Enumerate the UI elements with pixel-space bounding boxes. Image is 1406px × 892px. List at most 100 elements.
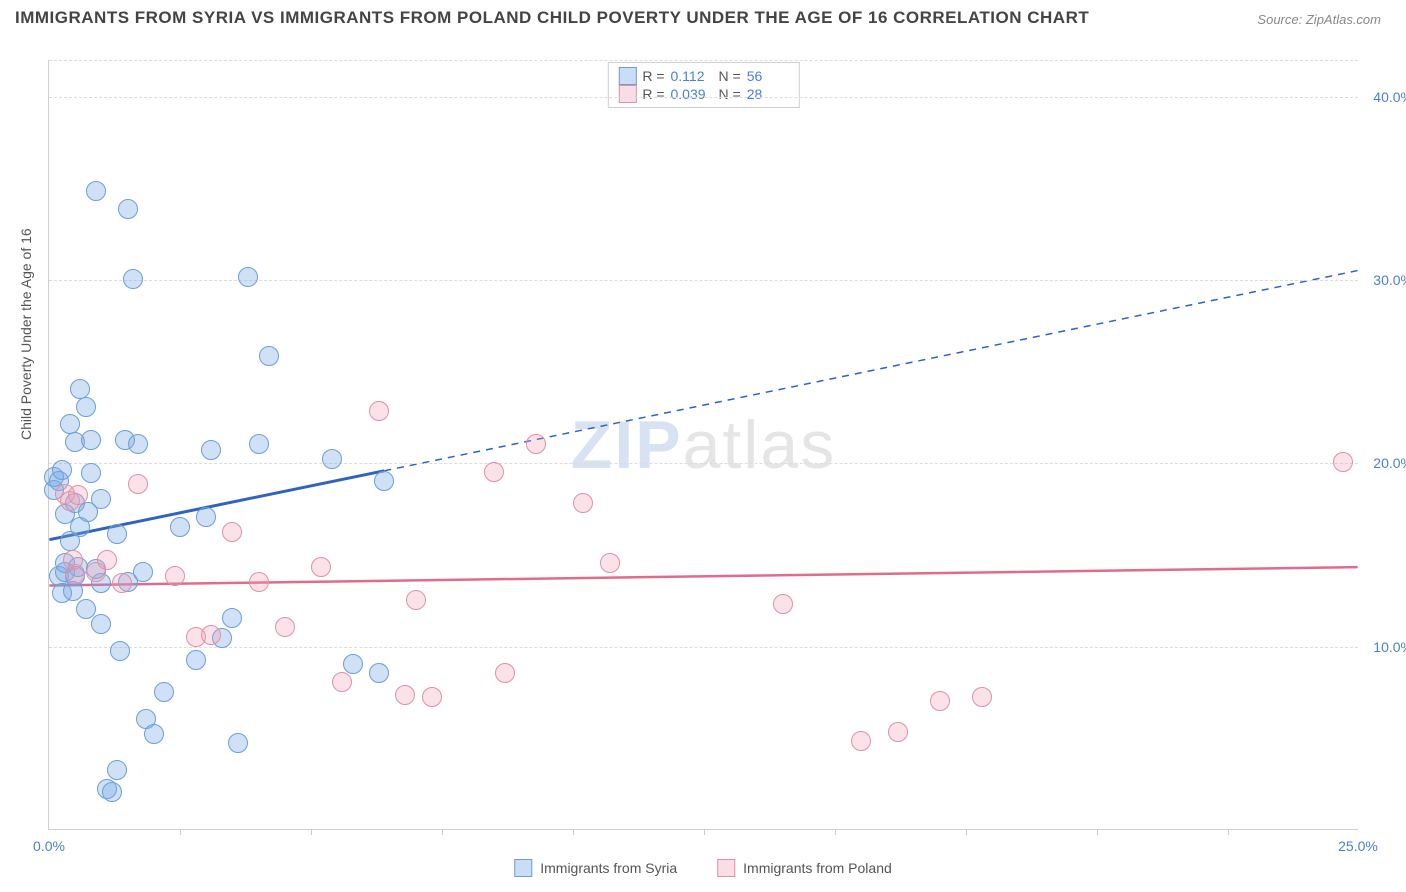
watermark-prefix: ZIP bbox=[571, 407, 683, 483]
syria-swatch-icon bbox=[618, 67, 636, 85]
plot-area: ZIPatlas R = 0.112 N = 56 R = 0.039 N = … bbox=[48, 60, 1358, 830]
y-axis-title: Child Poverty Under the Age of 16 bbox=[18, 228, 34, 440]
series-legend: Immigrants from Syria Immigrants from Po… bbox=[514, 859, 892, 877]
correlation-legend: R = 0.112 N = 56 R = 0.039 N = 28 bbox=[607, 62, 799, 108]
r-label: R = bbox=[642, 86, 664, 102]
x-tick bbox=[442, 829, 443, 835]
poland-n-value: 28 bbox=[747, 86, 789, 102]
x-axis-max-label: 25.0% bbox=[1338, 838, 1378, 854]
syria-marker bbox=[123, 269, 143, 289]
syria-marker bbox=[154, 682, 174, 702]
x-tick bbox=[311, 829, 312, 835]
poland-marker bbox=[222, 522, 242, 542]
source-prefix: Source: bbox=[1257, 12, 1302, 27]
poland-marker bbox=[369, 401, 389, 421]
syria-marker bbox=[70, 379, 90, 399]
syria-n-value: 56 bbox=[747, 68, 789, 84]
trend-lines bbox=[49, 60, 1358, 829]
poland-marker bbox=[63, 550, 83, 570]
gridline bbox=[49, 97, 1358, 98]
x-tick bbox=[1228, 829, 1229, 835]
x-tick bbox=[704, 829, 705, 835]
legend-syria-label: Immigrants from Syria bbox=[540, 860, 677, 876]
syria-marker bbox=[86, 181, 106, 201]
poland-marker bbox=[97, 550, 117, 570]
syria-marker bbox=[107, 760, 127, 780]
syria-marker bbox=[238, 267, 258, 287]
poland-marker bbox=[395, 685, 415, 705]
poland-marker bbox=[165, 566, 185, 586]
syria-marker bbox=[81, 430, 101, 450]
x-tick bbox=[835, 829, 836, 835]
syria-marker bbox=[76, 397, 96, 417]
poland-marker bbox=[851, 731, 871, 751]
y-tick-label: 40.0% bbox=[1373, 89, 1406, 105]
x-axis-min-label: 0.0% bbox=[33, 838, 65, 854]
poland-marker bbox=[249, 572, 269, 592]
syria-marker bbox=[249, 434, 269, 454]
y-tick-label: 20.0% bbox=[1373, 455, 1406, 471]
poland-r-value: 0.039 bbox=[671, 86, 713, 102]
watermark-suffix: atlas bbox=[683, 407, 837, 483]
chart-title: IMMIGRANTS FROM SYRIA VS IMMIGRANTS FROM… bbox=[15, 8, 1089, 28]
gridline bbox=[49, 60, 1358, 61]
syria-marker bbox=[91, 489, 111, 509]
poland-marker bbox=[484, 462, 504, 482]
poland-marker bbox=[600, 553, 620, 573]
syria-marker bbox=[102, 782, 122, 802]
syria-swatch-icon bbox=[514, 859, 532, 877]
syria-marker bbox=[81, 463, 101, 483]
poland-marker bbox=[332, 672, 352, 692]
poland-marker bbox=[201, 625, 221, 645]
syria-marker bbox=[259, 346, 279, 366]
syria-marker bbox=[369, 663, 389, 683]
syria-marker bbox=[186, 650, 206, 670]
legend-item-poland: Immigrants from Poland bbox=[717, 859, 892, 877]
poland-marker bbox=[68, 485, 88, 505]
syria-marker bbox=[60, 414, 80, 434]
r-label: R = bbox=[642, 68, 664, 84]
y-tick-label: 10.0% bbox=[1373, 639, 1406, 655]
syria-marker bbox=[196, 507, 216, 527]
syria-r-value: 0.112 bbox=[671, 68, 713, 84]
poland-marker bbox=[972, 687, 992, 707]
correlation-legend-row-syria: R = 0.112 N = 56 bbox=[618, 67, 788, 85]
x-tick bbox=[573, 829, 574, 835]
gridline bbox=[49, 463, 1358, 464]
legend-poland-label: Immigrants from Poland bbox=[743, 860, 892, 876]
poland-marker bbox=[112, 573, 132, 593]
syria-marker bbox=[110, 641, 130, 661]
poland-marker bbox=[422, 687, 442, 707]
poland-marker bbox=[773, 594, 793, 614]
syria-marker bbox=[322, 449, 342, 469]
n-label: N = bbox=[719, 68, 741, 84]
poland-marker bbox=[526, 434, 546, 454]
source-name: ZipAtlas.com bbox=[1306, 12, 1381, 27]
poland-swatch-icon bbox=[618, 85, 636, 103]
x-tick bbox=[966, 829, 967, 835]
syria-marker bbox=[374, 471, 394, 491]
y-tick-label: 30.0% bbox=[1373, 272, 1406, 288]
syria-marker bbox=[91, 614, 111, 634]
n-label: N = bbox=[719, 86, 741, 102]
poland-marker bbox=[573, 493, 593, 513]
syria-marker bbox=[222, 608, 242, 628]
poland-marker bbox=[930, 691, 950, 711]
syria-marker bbox=[118, 199, 138, 219]
poland-marker bbox=[311, 557, 331, 577]
poland-swatch-icon bbox=[717, 859, 735, 877]
poland-marker bbox=[1333, 452, 1353, 472]
poland-marker bbox=[275, 617, 295, 637]
poland-marker bbox=[888, 722, 908, 742]
gridline bbox=[49, 647, 1358, 648]
syria-marker bbox=[76, 599, 96, 619]
legend-item-syria: Immigrants from Syria bbox=[514, 859, 677, 877]
syria-marker bbox=[52, 460, 72, 480]
syria-marker bbox=[201, 440, 221, 460]
correlation-legend-row-poland: R = 0.039 N = 28 bbox=[618, 85, 788, 103]
syria-marker bbox=[343, 654, 363, 674]
x-tick bbox=[1097, 829, 1098, 835]
poland-marker bbox=[495, 663, 515, 683]
syria-marker bbox=[128, 434, 148, 454]
poland-marker bbox=[128, 474, 148, 494]
